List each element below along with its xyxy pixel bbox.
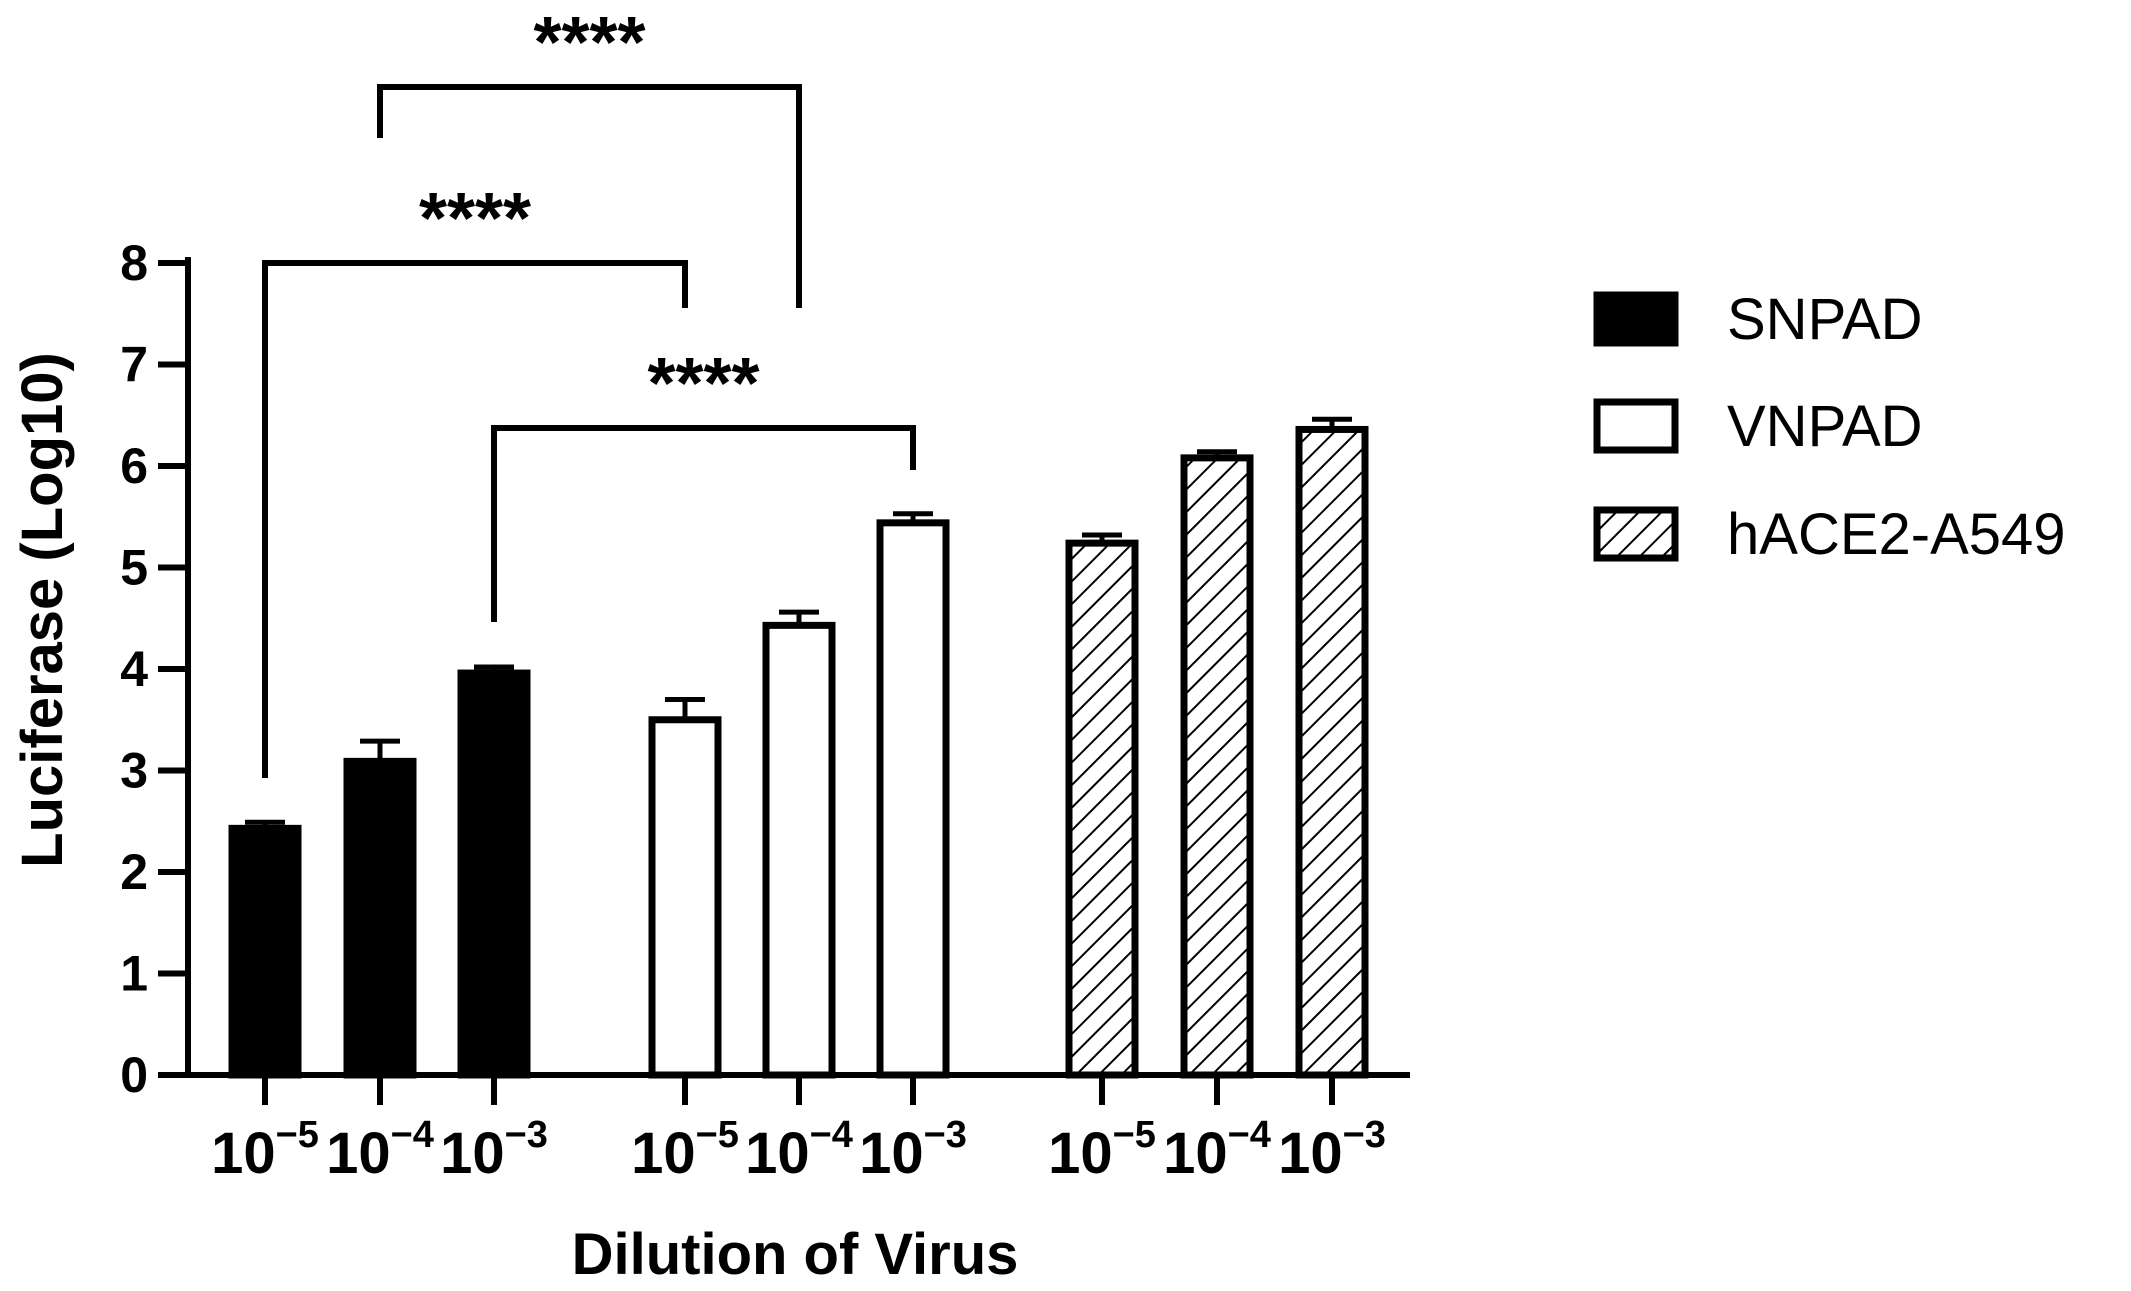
legend-label: hACE2-A549 (1727, 502, 2066, 567)
y-tick-label: 6 (120, 438, 148, 494)
x-tick-label-exponent: −5 (696, 1114, 739, 1156)
significance-label: **** (419, 179, 531, 259)
legend-swatch-snpad (1593, 291, 1679, 347)
x-tick-label-exponent: −4 (810, 1114, 853, 1156)
x-tick-label-base: 10 (1163, 1121, 1228, 1186)
y-tick-label: 1 (120, 946, 148, 1002)
y-axis-title: Luciferase (Log10) (10, 352, 75, 868)
significance-bracket (491, 425, 916, 622)
x-tick-label-base: 10 (211, 1121, 276, 1186)
x-tick-label: 10−5 (631, 1114, 739, 1186)
y-tick-label: 3 (120, 743, 148, 799)
x-tick-label-exponent: −3 (505, 1114, 548, 1156)
bars (228, 416, 1369, 1079)
legend-label: SNPAD (1727, 287, 1923, 352)
y-tick-label: 7 (120, 337, 148, 393)
x-tick-label-base: 10 (1278, 1121, 1343, 1186)
x-tick-label-base: 10 (631, 1121, 696, 1186)
bar-snpad-1 (228, 824, 302, 1079)
x-tick-label: 10−5 (1048, 1114, 1156, 1186)
significance-brackets: **** **** **** (262, 3, 916, 778)
x-tick-label: 10−5 (211, 1114, 319, 1186)
bar-hace2-a549-1 (1065, 539, 1139, 1079)
legend-swatch-hace2-a549 (1593, 506, 1679, 562)
x-tick-label: 10−4 (326, 1114, 434, 1186)
bar-vnpad-2 (762, 621, 836, 1079)
bar-snpad-2 (343, 757, 417, 1079)
significance-label: **** (533, 3, 645, 83)
significance-label: **** (647, 344, 759, 424)
x-tick-label: 10−3 (859, 1114, 967, 1186)
x-axis-title: Dilution of Virus (572, 1222, 1019, 1287)
x-tick-label-base: 10 (440, 1121, 505, 1186)
x-tick-label-base: 10 (745, 1121, 810, 1186)
x-tick-label: 10−4 (745, 1114, 853, 1186)
significance-bracket (262, 260, 688, 778)
y-tick-label: 2 (120, 844, 148, 900)
x-tick-label-exponent: −4 (391, 1114, 434, 1156)
x-tick-label: 10−3 (1278, 1114, 1386, 1186)
bar-vnpad-3 (876, 519, 950, 1079)
bar-snpad-3 (457, 669, 531, 1079)
x-axis: 10−5 10−4 10−3 10−5 10−4 10−3 10−5 10−4 10−3 (185, 1072, 1410, 1186)
x-tick-label: 10−4 (1163, 1114, 1271, 1186)
x-tick-label-exponent: −5 (276, 1114, 319, 1156)
bar-hace2-a549-3 (1295, 425, 1369, 1079)
x-tick-label-base: 10 (326, 1121, 391, 1186)
legend-swatch-vnpad (1593, 398, 1679, 454)
x-tick-label-base: 10 (859, 1121, 924, 1186)
bar-hace2-a549-2 (1180, 454, 1254, 1079)
legend-label: VNPAD (1727, 394, 1923, 459)
x-tick-label-exponent: −5 (1113, 1114, 1156, 1156)
y-tick-label: 0 (120, 1047, 148, 1103)
x-tick-label-exponent: −3 (924, 1114, 967, 1156)
x-tick-label-exponent: −4 (1228, 1114, 1271, 1156)
y-tick-label: 4 (120, 641, 148, 697)
y-axis: 0 1 2 3 4 5 6 7 8 (120, 235, 191, 1103)
y-tick-label: 8 (120, 235, 148, 291)
y-tick-label: 5 (120, 540, 148, 596)
x-tick-label-base: 10 (1048, 1121, 1113, 1186)
bar-vnpad-1 (648, 716, 722, 1079)
significance-bracket (377, 84, 802, 308)
x-tick-label-exponent: −3 (1343, 1114, 1386, 1156)
legend: SNPAD VNPAD hACE2-A549 (1593, 287, 2066, 567)
x-tick-label: 10−3 (440, 1114, 548, 1186)
